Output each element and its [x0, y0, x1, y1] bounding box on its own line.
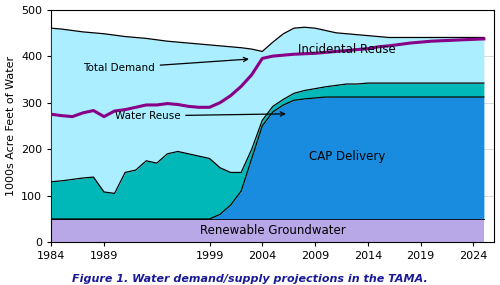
Text: Figure 1. Water demand/supply projections in the TAMA.: Figure 1. Water demand/supply projection… [72, 274, 428, 284]
Text: CAP Delivery: CAP Delivery [308, 150, 385, 163]
Y-axis label: 1000s Acre Feet of Water: 1000s Acre Feet of Water [6, 56, 16, 196]
Text: Renewable Groundwater: Renewable Groundwater [200, 224, 346, 237]
Text: Water Reuse: Water Reuse [114, 111, 284, 121]
Text: Incidental Reuse: Incidental Reuse [298, 43, 396, 56]
Text: Total Demand: Total Demand [83, 57, 247, 73]
